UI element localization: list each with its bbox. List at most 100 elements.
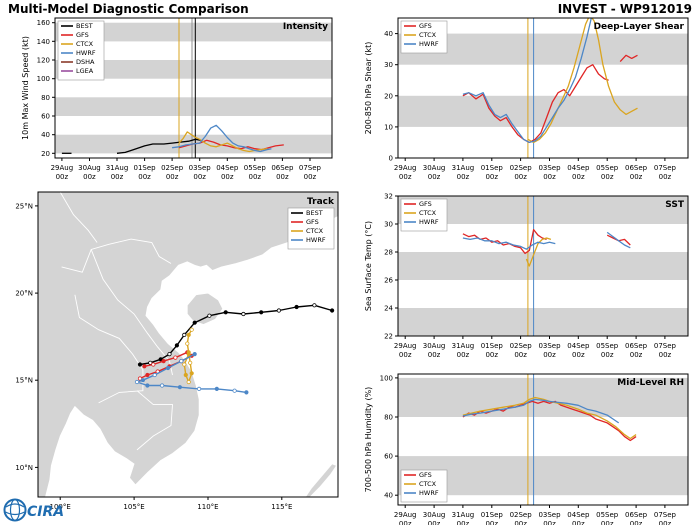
sst-xtick-label: 00z [399, 351, 412, 359]
track-GFS-marker [151, 362, 156, 367]
intensity-ytick-label: 60 [41, 113, 50, 121]
sst-xtick-label: 04Sep [567, 342, 590, 350]
figure-title: Multi-Model Diagnostic Comparison [8, 2, 249, 16]
rh-xtick-label: 00z [428, 520, 441, 525]
track-HWRF-marker [145, 383, 150, 388]
rh-ylabel: 700-500 hPa Humidity (%) [364, 387, 373, 493]
shear-series-GFS [619, 54, 638, 63]
shear-xtick-label: 00z [543, 173, 556, 181]
track-CTCX-marker [183, 372, 188, 378]
cira-logo: CIRA [2, 497, 74, 525]
shear-xtick-label: 00z [659, 173, 672, 181]
intensity-ylabel: 10m Max Wind Speed (kt) [21, 36, 30, 140]
track-CTCX-marker [185, 341, 190, 346]
rh-xtick-label: 03Sep [538, 511, 561, 519]
rh-xtick-label: 00z [399, 520, 412, 525]
intensity-xtick-label: 07Sep [299, 164, 322, 172]
rh-xtick-label: 06Sep [625, 511, 648, 519]
shear-xtick-label: 00z [572, 173, 585, 181]
track-BEST-marker [312, 303, 317, 308]
shear-legend-label-GFS: GFS [419, 22, 432, 30]
intensity-legend-label-DSHA: DSHA [76, 58, 95, 66]
shear-xtick-label: 00z [601, 173, 614, 181]
track-legend-label-HWRF: HWRF [306, 236, 326, 244]
sst-xtick-label: 00z [572, 351, 585, 359]
track-HWRF-marker [140, 378, 145, 383]
shear-series-GFS [462, 64, 609, 144]
shear-xtick-label: 06Sep [625, 164, 648, 172]
intensity-ytick-label: 160 [37, 19, 50, 27]
shear-ytick-label: 20 [384, 92, 393, 100]
intensity-xtick-label: 01Sep [134, 164, 157, 172]
panel-sst: 22242628303229Aug00z30Aug00z31Aug00z01Se… [364, 193, 689, 359]
intensity-xtick-label: 29Aug [51, 164, 74, 172]
country-border [136, 390, 173, 451]
shear-ytick-label: 30 [384, 61, 393, 69]
track-legend-label-BEST: BEST [306, 209, 323, 217]
sst-xtick-label: 07Sep [654, 342, 677, 350]
track-BEST-marker [223, 310, 228, 315]
sst-panel-label: SST [665, 200, 685, 210]
track-BEST-marker [207, 313, 212, 318]
rh-xtick-label: 00z [601, 520, 614, 525]
shear-xtick-label: 00z [485, 173, 498, 181]
shear-legend-label-CTCX: CTCX [419, 31, 437, 39]
rh-legend-label-CTCX: CTCX [419, 480, 437, 488]
rh-legend-box [400, 469, 448, 503]
sst-series-HWRF [606, 231, 631, 249]
track-GFS-marker [145, 372, 150, 378]
sst-xtick-label: 00z [659, 351, 672, 359]
intensity-ytick-label: 40 [41, 131, 50, 139]
sst-xtick-label: 00z [514, 351, 527, 359]
track-frame [37, 191, 339, 498]
rh-legend-label-GFS: GFS [419, 471, 432, 479]
track-GFS-marker [142, 364, 147, 369]
track-CTCX-line [183, 329, 193, 383]
logo-globe [3, 498, 27, 522]
track-HWRF-marker [192, 351, 197, 357]
track-GFS-marker [173, 355, 178, 360]
lon-tick-label: 105°E [123, 503, 144, 511]
track-BEST-marker [182, 332, 187, 337]
track-HWRF-marker [134, 379, 140, 385]
intensity-band [55, 97, 332, 116]
shear-xtick-label: 04Sep [567, 164, 590, 172]
sst-xtick-label: 31Aug [452, 342, 475, 350]
intensity-legend-label-CTCX: CTCX [76, 40, 94, 48]
lon-tick-label: 100°E [50, 503, 71, 511]
shear-legend-label-HWRF: HWRF [419, 40, 439, 48]
track-legend-label-CTCX: CTCX [306, 227, 324, 235]
shear-ytick-label: 0 [389, 155, 393, 163]
rh-xtick-label: 00z [572, 520, 585, 525]
shear-ylabel: 200-850 hPa Shear (kt) [364, 42, 373, 135]
intensity-legend-label-LGEA: LGEA [76, 67, 94, 75]
track-CTCX-marker [189, 371, 194, 376]
lon-tick-label: 110°E [197, 503, 218, 511]
sst-xtick-label: 03Sep [538, 342, 561, 350]
rh-xtick-label: 01Sep [481, 511, 504, 519]
sst-xtick-label: 00z [428, 351, 441, 359]
intensity-xtick-label: 31Aug [106, 164, 129, 172]
sst-ytick-label: 32 [384, 193, 393, 201]
panel-rh: 40608010029Aug00z30Aug00z31Aug00z01Sep00… [364, 373, 689, 525]
intensity-panel-label: Intensity [283, 22, 328, 32]
cira-logo-graphic: CIRA [3, 498, 64, 522]
logo-globe-line [5, 503, 25, 508]
rh-xtick-label: 29Aug [394, 511, 417, 519]
rh-xtick-label: 07Sep [654, 511, 677, 519]
shear-xtick-label: 31Aug [452, 164, 475, 172]
track-CTCX-marker [186, 332, 191, 337]
intensity-legend-label-HWRF: HWRF [76, 49, 96, 57]
shear-xtick-label: 00z [457, 173, 470, 181]
rh-xtick-label: 31Aug [452, 511, 475, 519]
sst-xtick-label: 02Sep [510, 342, 533, 350]
track-HWRF-marker [152, 372, 157, 378]
shear-panel-label: Deep-Layer Shear [594, 22, 685, 32]
sst-frame [397, 195, 689, 337]
logo-globe-line [9, 499, 21, 521]
rh-xtick-label: 30Aug [423, 511, 446, 519]
rh-ytick-label: 80 [384, 414, 393, 422]
intensity-xtick-label: 02Sep [161, 164, 184, 172]
